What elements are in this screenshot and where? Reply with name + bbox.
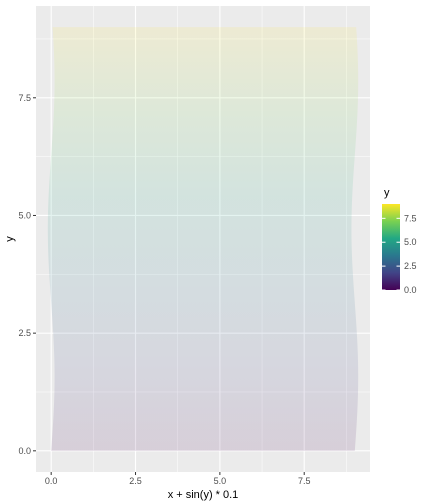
x-axis-title: x + sin(y) * 0.1	[168, 489, 239, 501]
x-axis: 0.0 2.5 5.0 7.5	[45, 472, 311, 486]
y-tick-label: 2.5	[18, 328, 31, 338]
x-tick-label: 5.0	[214, 476, 227, 486]
legend-title: y	[384, 187, 390, 199]
x-tick-label: 7.5	[298, 476, 311, 486]
y-tick-label: 5.0	[18, 210, 31, 220]
y-axis: 0.0 2.5 5.0 7.5	[18, 93, 36, 456]
y-axis-title: y	[4, 236, 16, 242]
legend: y 0.0 2.5 5.0 7.5	[382, 187, 417, 295]
y-tick-label: 7.5	[18, 93, 31, 103]
legend-tick-label: 7.5	[404, 213, 417, 223]
legend-tick-label: 2.5	[404, 261, 417, 271]
x-tick-label: 0.0	[45, 476, 58, 486]
data-band	[47, 27, 359, 451]
legend-tick-label: 0.0	[404, 285, 417, 295]
legend-tick-label: 5.0	[404, 237, 417, 247]
legend-ticks: 0.0 2.5 5.0 7.5	[382, 213, 417, 295]
y-tick-label: 0.0	[18, 446, 31, 456]
legend-colorbar	[382, 204, 400, 290]
x-tick-label: 2.5	[129, 476, 142, 486]
